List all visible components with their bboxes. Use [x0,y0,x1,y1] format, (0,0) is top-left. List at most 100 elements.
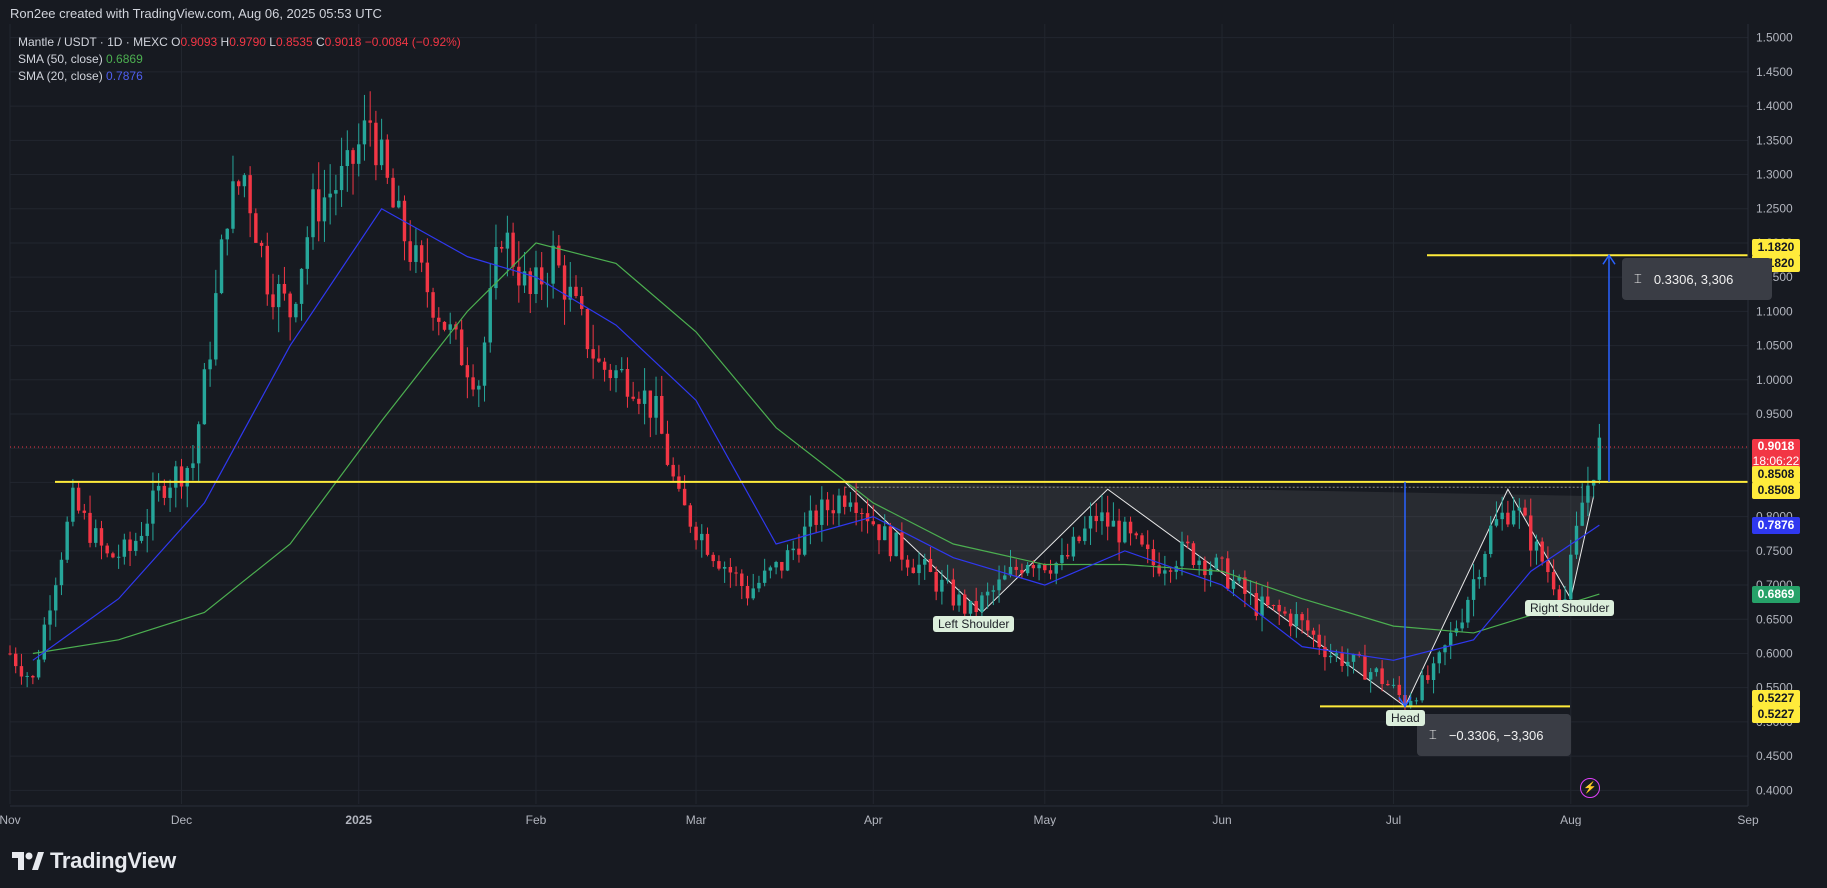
candle-body [620,369,624,371]
candle-body [351,150,355,164]
price-tag-green: 0.6869 [1752,586,1800,604]
candle-body [471,377,475,390]
candle-body [957,594,961,606]
candle-body [1317,634,1321,647]
time-tick-label: Apr [864,813,883,826]
candle-body [785,550,790,571]
candle-body [562,265,567,300]
candle-body [242,175,247,187]
candle-body [379,139,384,166]
candle-body [1134,533,1138,536]
candle-body [1380,668,1384,685]
price-tick-label: 0.9500 [1756,407,1793,421]
candle-body [99,528,104,546]
candle-body [831,510,835,514]
candle-body [1523,507,1527,516]
candle-body [1454,628,1459,633]
measure-up-label[interactable]: ⌶ 0.3306, 3,306 [1622,258,1772,300]
candle-body [968,601,973,614]
candle-body [168,487,172,498]
tradingview-logo-icon [12,852,44,870]
candle-body [1157,565,1161,574]
price-tag-red: 0.9018 18:06:22 [1752,438,1800,471]
price-chart[interactable]: 1.50001.45001.40001.35001.30001.25001.20… [0,0,1827,826]
price-tick-label: 0.7500 [1756,544,1793,558]
candle-body [820,499,824,525]
candle-body [294,303,298,318]
close-value: 0.9018 [324,35,362,49]
candle-body [397,200,401,208]
sma50-value: 0.6869 [106,52,143,66]
time-tick-label: Mar [686,813,707,826]
candle-body [1208,568,1213,576]
time-tick-label: Sep [1737,813,1759,826]
candle-body [1088,515,1093,529]
drawings [10,253,1748,708]
candle-body [934,571,938,592]
candle-body [894,532,898,557]
candle-body [71,487,75,522]
candle-body [1443,645,1447,653]
candle-body [374,122,378,166]
sma50-row[interactable]: SMA (50, close) 0.6869 [18,51,461,68]
time-tick-label: Aug [1560,813,1581,826]
alert-icon[interactable]: ⚡ [1580,778,1600,798]
candle-body [631,396,635,399]
change-value: −0.0084 (−0.92%) [364,35,461,49]
candle-body [797,548,801,555]
low-label: L [269,35,276,49]
candle-body [694,526,698,541]
open-label: O [171,35,181,49]
measure-icon: ⌶ [1634,271,1642,286]
candle-body [1489,525,1493,554]
price-tag-yellow: 0.5227 [1752,690,1800,708]
tradingview-logo[interactable]: TradingView [12,848,176,874]
candle-body [276,283,281,308]
candle-body [974,601,978,613]
candle-body [1105,512,1110,527]
candle-body [391,177,395,208]
candle-body [1140,535,1144,545]
candle-body [1323,646,1327,658]
candle-body [837,495,841,514]
symbol-label[interactable]: Mantle / USDT · 1D · MEXC [18,35,168,49]
candle-body [802,526,807,555]
price-tick-label: 0.6000 [1756,646,1793,660]
candle-body [865,513,870,522]
candle-body [1546,561,1550,573]
candle-body [814,510,818,525]
candle-body [248,175,252,214]
candle-body [477,385,481,390]
candle-body [511,232,515,267]
candle-body [1266,596,1270,605]
candle-body [116,556,121,558]
candle-body [36,659,41,678]
candle-body [534,267,538,295]
price-axis: 1.50001.45001.40001.35001.30001.25001.20… [1747,24,1793,806]
low-value: 0.8535 [275,35,313,49]
candle-body [762,570,767,583]
candle-body [1197,560,1201,566]
candle-body [48,610,52,625]
price-tick-label: 1.3500 [1756,133,1793,147]
candle-body [997,579,1001,591]
measure-down-label[interactable]: ⌶ −0.3306, −3,306 [1417,714,1571,756]
time-tick-label: Nov [0,813,21,826]
candle-body [82,510,87,513]
candle-body [345,150,350,167]
candle-body [517,266,521,286]
candle-body [728,566,733,573]
candle-body [1511,510,1516,525]
sma20-row[interactable]: SMA (20, close) 0.7876 [18,68,461,85]
chart-credit: Ron2ee created with TradingView.com, Aug… [10,6,382,21]
candle-body [940,579,944,592]
candle-body [431,292,435,318]
candle-body [585,308,590,350]
candle-body [648,390,653,418]
candle-body [134,540,138,551]
left-shoulder-label: Left Shoulder [933,616,1015,632]
candle-body [1408,700,1413,707]
candle-body [499,246,504,249]
candle-body [928,558,933,572]
candle-body [236,181,241,187]
